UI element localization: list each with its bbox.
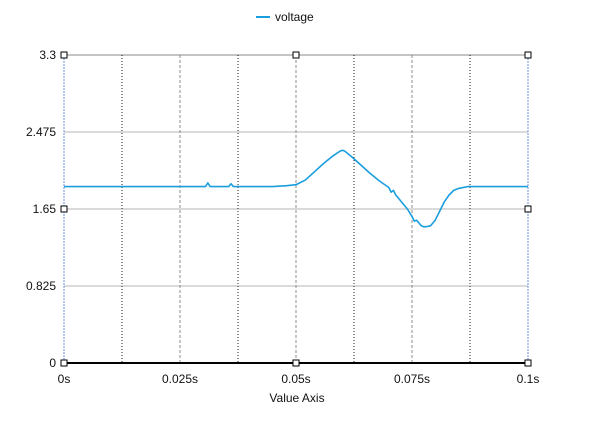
y-tick-label: 0.825 (26, 279, 56, 293)
resize-handle[interactable] (524, 51, 532, 59)
y-tick-label: 2.475 (26, 125, 56, 139)
resize-handle[interactable] (60, 359, 68, 367)
x-tick-label: 0.075s (394, 372, 430, 386)
resize-handle[interactable] (292, 51, 300, 59)
y-tick-label: 0 (49, 356, 56, 370)
resize-handle[interactable] (292, 359, 300, 367)
x-axis-title: Value Axis (269, 391, 324, 405)
x-tick-label: 0.05s (281, 372, 310, 386)
resize-handle[interactable] (60, 205, 68, 213)
x-tick-label: 0s (58, 372, 71, 386)
legend-label-voltage: voltage (275, 10, 314, 24)
legend[interactable]: voltage (256, 10, 314, 24)
resize-handle[interactable] (524, 359, 532, 367)
tick-labels: 0 0.825 1.65 2.475 3.3 0s 0.025s 0.05s 0.075s 0.1… (26, 48, 539, 386)
resize-handle[interactable] (60, 51, 68, 59)
y-tick-label: 3.3 (39, 48, 56, 62)
y-tick-label: 1.65 (33, 202, 57, 216)
resize-handle[interactable] (524, 205, 532, 213)
x-tick-label: 0.1s (517, 372, 540, 386)
grid-layer (63, 54, 529, 363)
x-tick-label: 0.025s (162, 372, 198, 386)
series-layer (64, 149, 528, 228)
selection-handles[interactable] (60, 51, 532, 367)
series-line-voltage (64, 149, 528, 228)
